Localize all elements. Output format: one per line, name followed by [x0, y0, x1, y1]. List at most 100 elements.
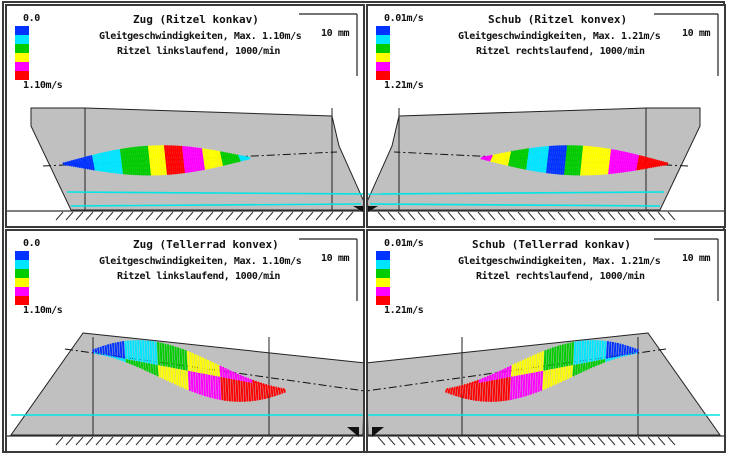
hatch-mark: [457, 436, 466, 446]
velocity-vector: [494, 153, 499, 164]
velocity-vector: [566, 343, 569, 367]
velocity-vector: [536, 146, 541, 172]
velocity-vector: [540, 146, 545, 173]
velocity-vector: [138, 361, 141, 369]
velocity-vector: [636, 155, 641, 171]
velocity-vector: [567, 365, 571, 379]
velocity-vector: [477, 382, 481, 402]
velocity-vector: [154, 145, 159, 176]
velocity-vector: [228, 378, 231, 402]
velocity-vector: [596, 147, 601, 176]
hatch-mark: [265, 211, 274, 221]
velocity-vector: [208, 149, 213, 169]
hatch-mark: [387, 211, 396, 221]
velocity-vector: [487, 380, 491, 402]
velocity-vector: [225, 378, 229, 402]
velocity-vector: [62, 162, 67, 166]
velocity-vector: [591, 340, 594, 362]
velocity-vector: [177, 347, 180, 370]
velocity-vector: [585, 362, 588, 371]
hatch-mark: [647, 211, 656, 221]
velocity-vector: [495, 379, 498, 402]
velocity-vectors: [92, 340, 286, 402]
velocity-vector: [622, 354, 626, 357]
velocity-vector: [97, 347, 100, 355]
velocity-vector: [148, 363, 151, 373]
velocity-vector: [621, 344, 624, 356]
hatch-mark: [607, 211, 616, 221]
velocity-vector: [254, 380, 258, 385]
hatch-mark: [315, 211, 324, 221]
velocity-vector: [108, 355, 111, 358]
velocity-vector: [458, 385, 462, 388]
hatch-mark: [245, 436, 254, 446]
color-scale-legend: [15, 26, 29, 80]
velocity-vector: [137, 340, 140, 362]
color-scale-swatch: [15, 53, 29, 62]
velocity-vector: [162, 343, 165, 367]
velocity-vector: [88, 155, 93, 171]
velocity-vector: [538, 146, 543, 173]
panel-title: Schub (Tellerrad konkav): [472, 238, 631, 251]
velocity-vector: [257, 381, 260, 385]
velocity-vector: [100, 152, 105, 172]
velocity-vector: [138, 146, 143, 176]
velocity-vector: [243, 381, 246, 402]
velocity-vector: [467, 384, 471, 400]
hatch-mark: [577, 211, 586, 221]
velocity-vector: [527, 373, 531, 396]
velocity-vector: [163, 366, 166, 380]
velocity-vector: [546, 349, 549, 371]
velocity-vector: [590, 146, 595, 176]
hatch-mark: [285, 211, 294, 221]
hatch-mark: [527, 211, 536, 221]
velocity-vector: [568, 342, 572, 366]
velocity-vector: [158, 145, 163, 176]
velocity-vector: [174, 346, 178, 369]
hatch-mark: [607, 436, 616, 446]
scalebar-label: 10 mm: [682, 253, 711, 264]
color-scale-swatch: [376, 53, 390, 62]
velocity-vector: [520, 374, 523, 398]
scale-max-label: 1.21m/s: [384, 305, 424, 316]
hatch-mark: [397, 211, 406, 221]
hatch-mark: [105, 211, 114, 221]
velocity-vector: [120, 148, 125, 175]
hatch-mark: [577, 436, 586, 446]
velocity-vector: [262, 383, 265, 386]
velocity-vector: [461, 384, 464, 387]
velocity-vector: [219, 365, 223, 378]
velocity-vector: [232, 371, 235, 380]
velocity-vector: [497, 379, 501, 402]
hatch-mark: [175, 436, 184, 446]
velocity-vector: [263, 385, 266, 399]
velocity-vector: [185, 370, 189, 390]
panel-schub-tellerrad-konkav: 0.01m/s 1.21m/s Schub (Tellerrad konkav)…: [366, 229, 726, 453]
hatch-mark: [185, 211, 194, 221]
velocity-vector: [139, 340, 143, 363]
velocity-vector: [237, 373, 240, 381]
velocity-vector: [250, 382, 254, 402]
velocity-vector: [80, 157, 85, 169]
velocity-vector: [190, 146, 195, 172]
velocity-vector: [112, 343, 115, 357]
velocity-vector: [488, 154, 493, 162]
hatch-mark: [497, 436, 506, 446]
velocity-vector: [267, 384, 270, 387]
velocity-vector: [132, 147, 137, 176]
velocity-vector: [600, 147, 605, 175]
velocity-vector: [602, 148, 607, 175]
velocity-vector: [146, 145, 151, 176]
velocity-vector: [550, 369, 553, 387]
hatch-mark: [457, 211, 466, 221]
velocity-vector: [510, 150, 515, 167]
velocity-vector: [500, 378, 503, 402]
velocity-vectors: [480, 145, 669, 176]
velocity-vector: [465, 385, 468, 399]
velocity-vector: [118, 357, 121, 361]
velocity-vector: [104, 345, 108, 356]
velocity-vector: [616, 150, 621, 174]
velocity-vector: [463, 383, 467, 387]
color-scale-swatch: [15, 260, 29, 269]
velocity-vector: [452, 387, 456, 396]
